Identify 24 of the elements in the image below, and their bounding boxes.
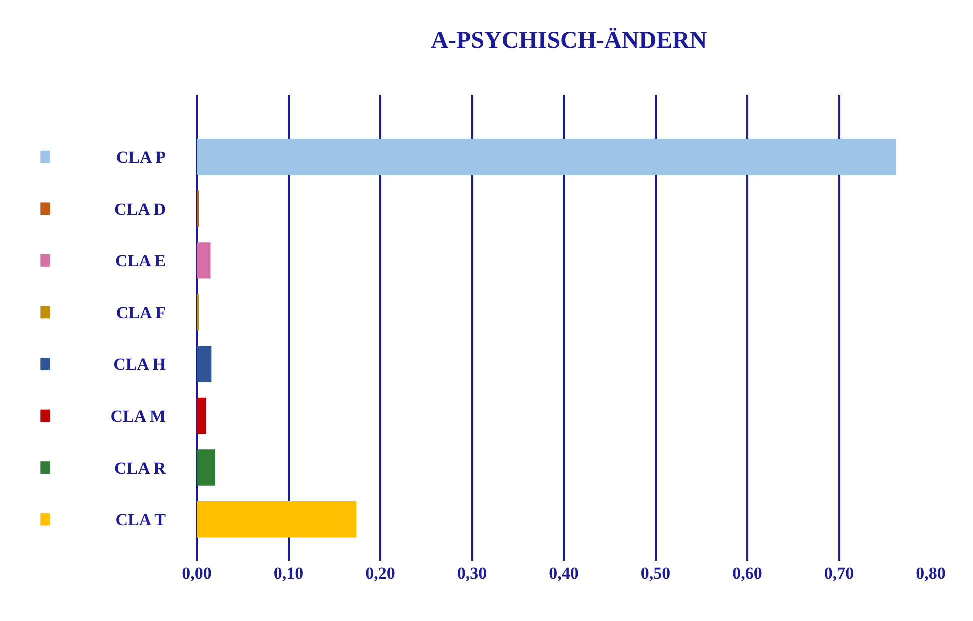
y-tick-label: CLA R [114,458,167,478]
y-tick-label: CLA T [116,510,167,530]
x-tick-label: 0,10 [274,564,304,583]
bar [197,139,896,176]
bar [197,398,206,434]
y-tick-label: CLA F [116,303,166,322]
y-tick-label: CLA M [110,406,166,426]
x-tick-label: 0,30 [457,564,488,583]
bar [197,346,212,382]
bar [197,242,211,279]
x-tick-label: 0,20 [366,564,396,583]
y-tick-label: CLA E [115,252,166,271]
x-tick-label: 0,40 [549,564,579,583]
y-tick-label: CLA H [114,355,166,374]
x-tick-label: 0,70 [824,564,854,583]
bar [197,501,357,538]
bar [197,450,216,486]
x-tick-label: 0,50 [640,564,671,583]
x-tick-label: 0,80 [916,564,946,583]
chart-title: A-PSYCHISCH-ÄNDERN [431,28,708,54]
x-tick-label: 0,00 [182,564,212,583]
y-tick-label: CLA D [114,200,166,219]
x-tick-label: 0,60 [732,564,762,583]
y-tick-label: CLA P [116,148,166,168]
